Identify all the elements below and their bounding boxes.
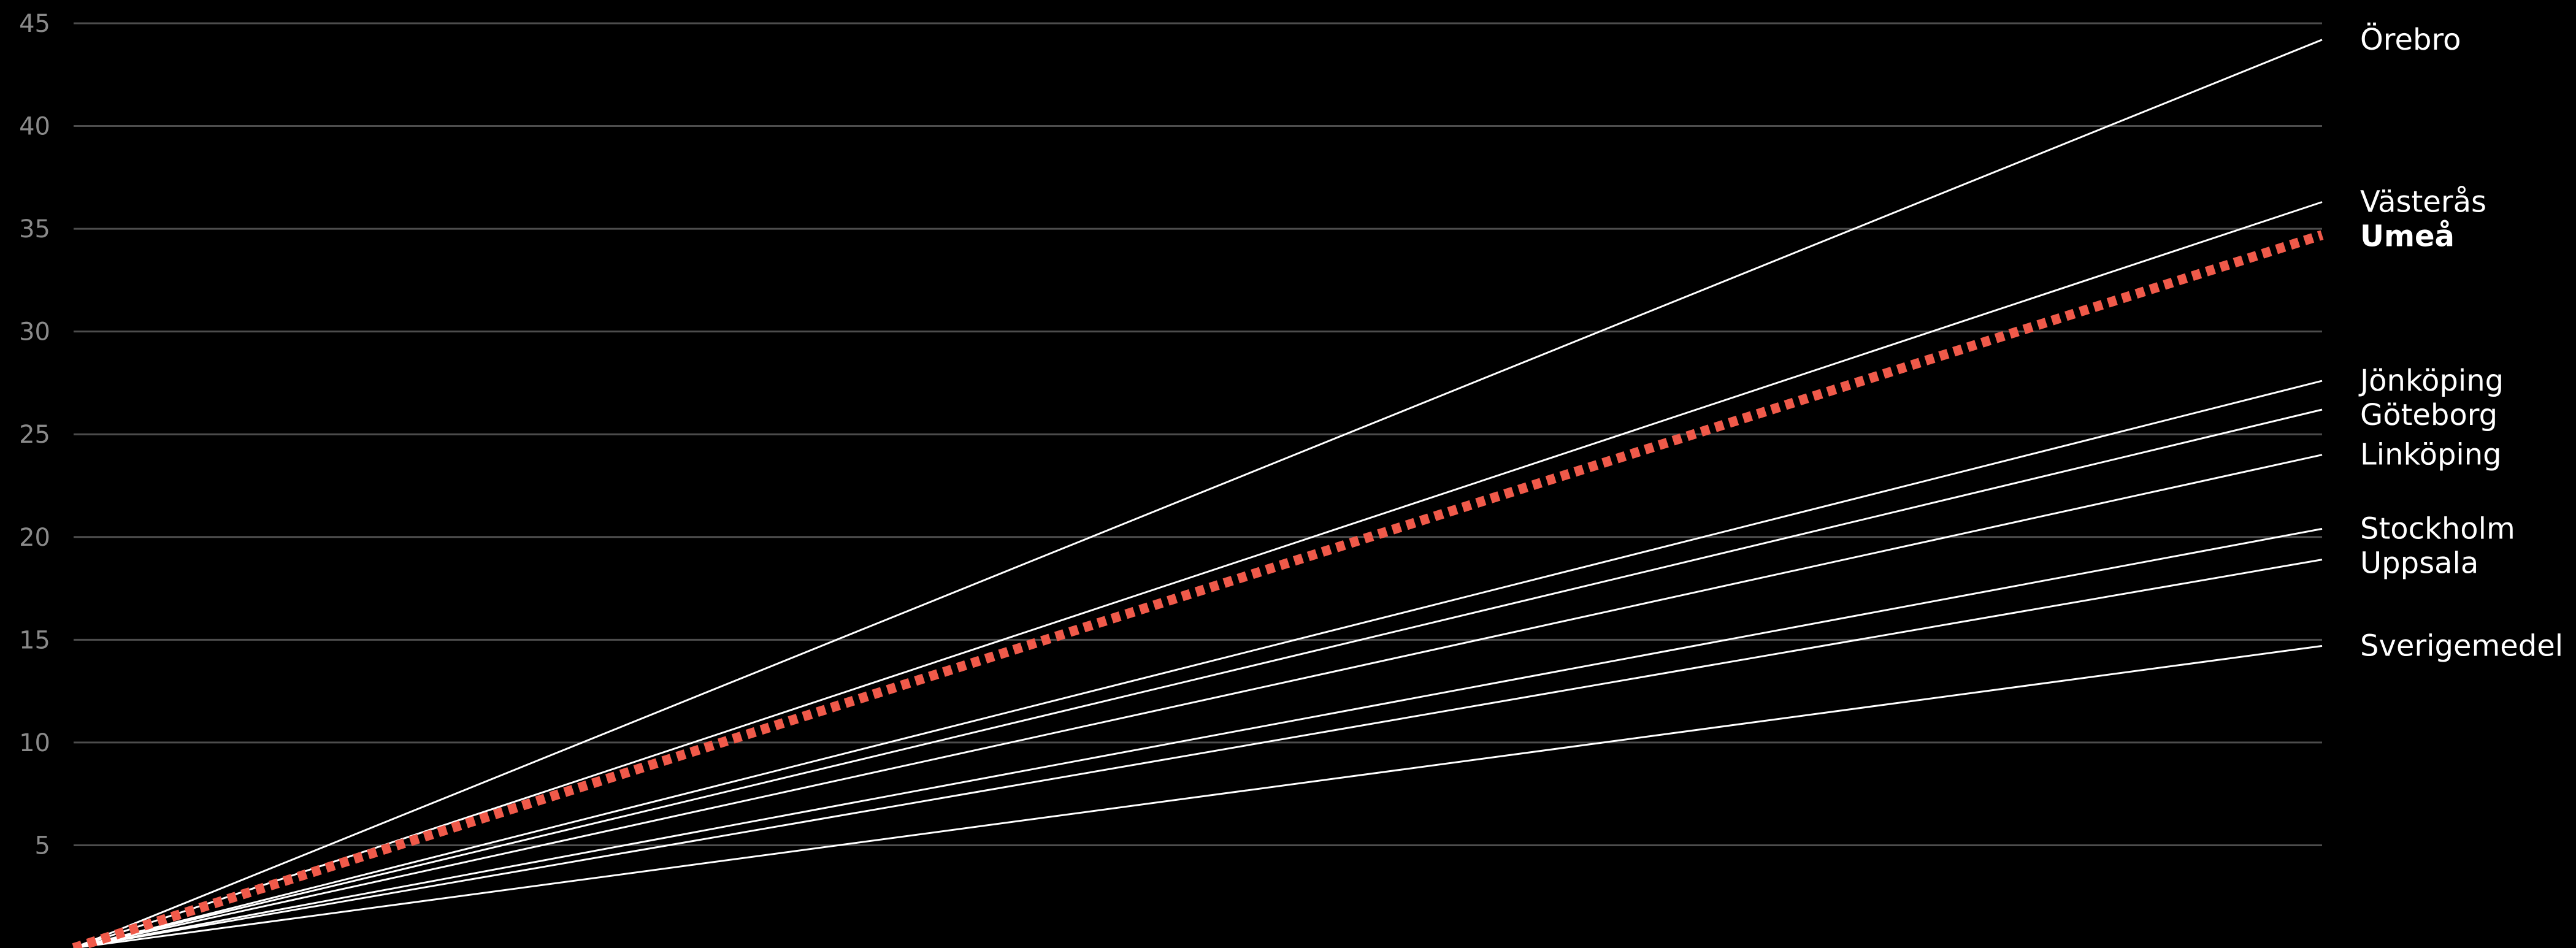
series-label-vasteras: Västerås (2360, 185, 2486, 220)
y-tick-label-45: 45 (19, 10, 50, 38)
y-tick-label-25: 25 (19, 421, 50, 449)
series-line-orebro (73, 39, 2323, 948)
series-label-orebro: Örebro (2360, 23, 2461, 57)
series-label-sverigemedel: Sverigemedel (2360, 629, 2563, 663)
series-line-sverigemedel (73, 644, 2323, 948)
series-label-stockholm: Stockholm (2360, 511, 2515, 546)
series-label-jonkoping: Jönköping (2358, 364, 2504, 398)
series-lines (72, 39, 2324, 948)
y-tick-label-10: 10 (19, 729, 50, 757)
series-label-goteborg: Göteborg (2360, 398, 2497, 432)
y-tick-label-15: 15 (19, 626, 50, 654)
series-label-umea: Umeå (2360, 220, 2455, 254)
series-line-stockholm (73, 527, 2323, 948)
y-tick-label-20: 20 (19, 524, 50, 552)
series-line-uppsala (73, 559, 2323, 948)
series-label-uppsala: Uppsala (2360, 546, 2478, 580)
series-line-goteborg (73, 408, 2323, 948)
grid-lines (74, 22, 2322, 846)
y-tick-label-40: 40 (19, 113, 50, 141)
y-tick-label-35: 35 (19, 215, 50, 243)
y-tick-label-30: 30 (19, 318, 50, 346)
series-line-vasteras (73, 201, 2323, 948)
series-line-jonkoping (73, 380, 2323, 948)
series-line-linkoping (73, 454, 2323, 948)
y-tick-label-5: 5 (35, 831, 50, 860)
series-line-umea (72, 230, 2324, 948)
y-axis-tick-labels: 5 10 15 20 25 30 35 40 45 (19, 10, 50, 860)
series-label-linkoping: Linköping (2360, 438, 2502, 472)
